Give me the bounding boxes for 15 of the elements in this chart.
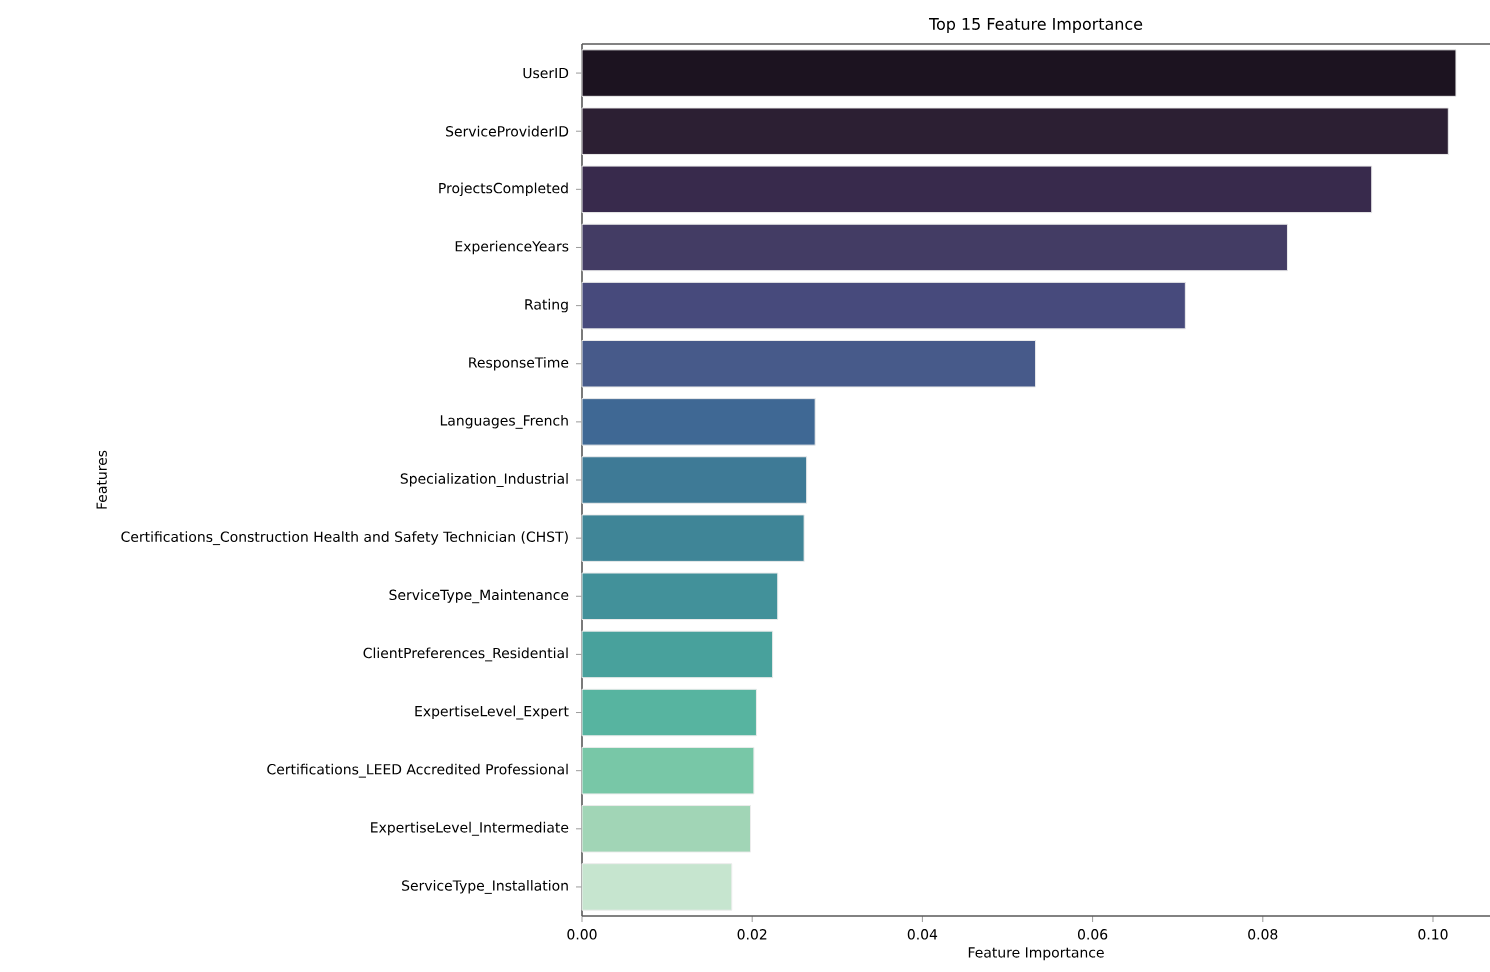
- bar: [581, 514, 805, 562]
- bar: [581, 107, 1449, 155]
- bar: [581, 281, 1186, 330]
- bar: [581, 863, 733, 911]
- bar: [581, 456, 808, 504]
- bar: [581, 339, 1037, 388]
- bar: [581, 572, 779, 621]
- bar: [581, 223, 1288, 272]
- bar: [581, 746, 755, 795]
- bar: [581, 805, 751, 853]
- bar: [581, 49, 1457, 97]
- bar: [581, 688, 757, 737]
- bar: [581, 398, 816, 446]
- bar: [581, 630, 774, 679]
- bar: [581, 165, 1373, 214]
